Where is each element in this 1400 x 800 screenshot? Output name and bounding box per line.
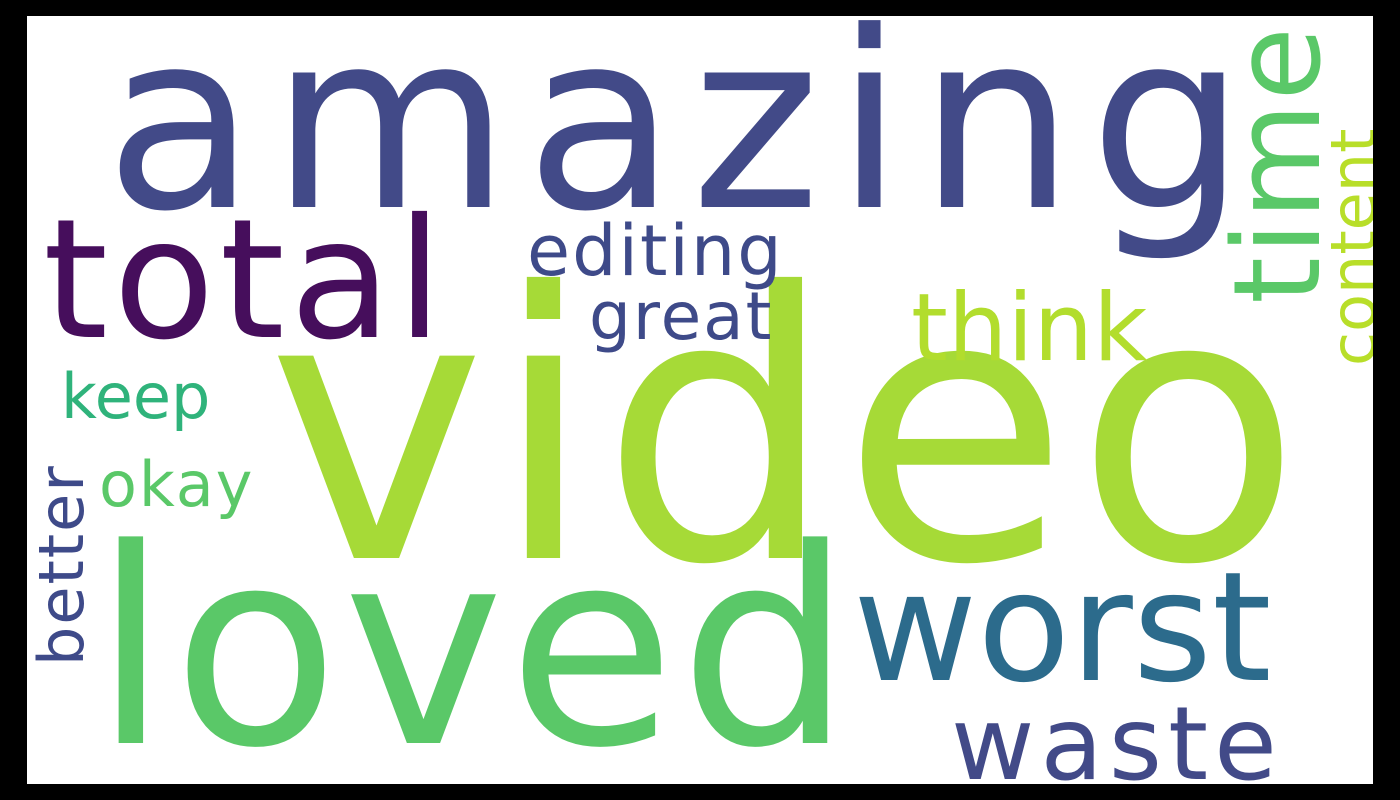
word-great: great xyxy=(589,278,774,355)
word-okay: okay xyxy=(99,448,255,521)
word-waste: waste xyxy=(951,685,1283,785)
word-video: video xyxy=(267,216,1308,646)
word-editing: editing xyxy=(527,210,784,292)
word-better: better xyxy=(27,464,98,666)
word-think: think xyxy=(911,274,1148,383)
word-loved: loved xyxy=(93,492,856,784)
word-cloud: amazing total video loved worst waste th… xyxy=(27,16,1373,784)
word-total: total xyxy=(43,184,448,377)
word-worst: worst xyxy=(853,539,1272,716)
word-keep: keep xyxy=(61,360,211,433)
word-amazing: amazing xyxy=(105,16,1261,266)
word-content: content xyxy=(1317,128,1373,366)
